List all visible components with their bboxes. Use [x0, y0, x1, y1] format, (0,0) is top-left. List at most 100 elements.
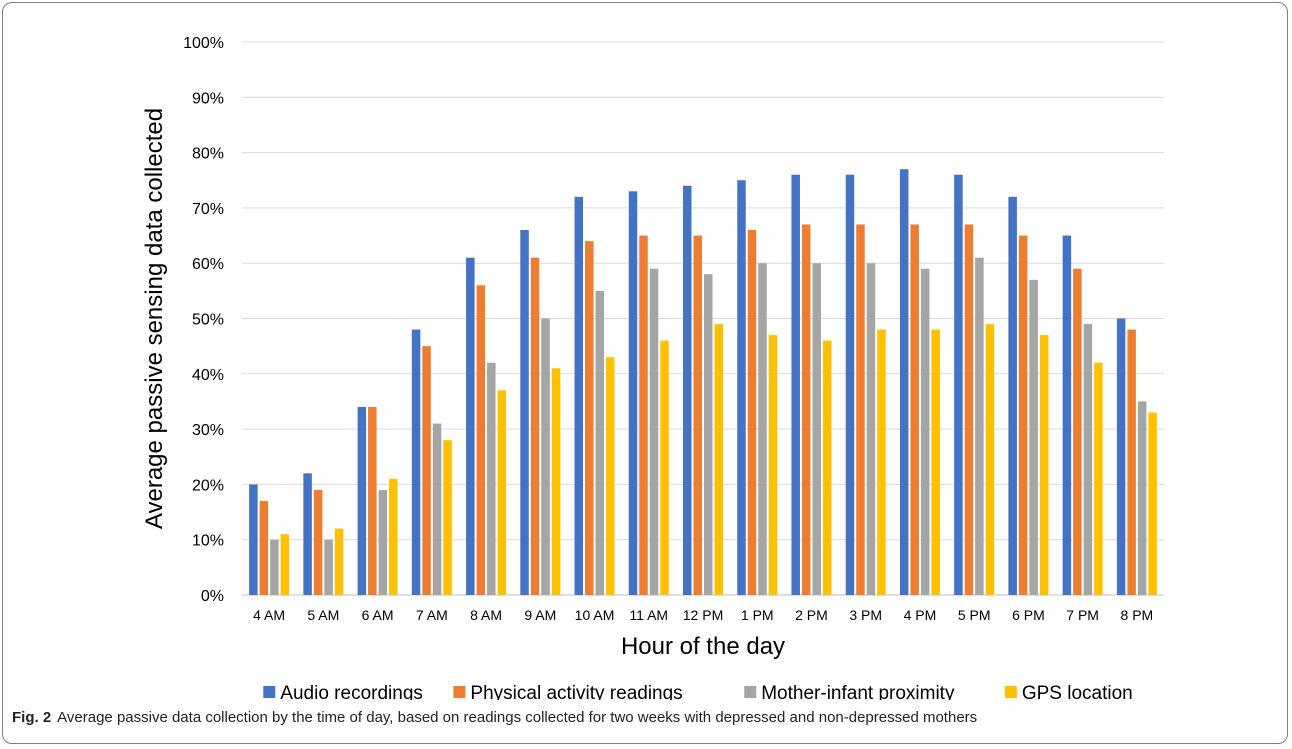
y-tick-label: 60% [192, 256, 224, 273]
bar [574, 196, 584, 595]
bar [975, 257, 984, 595]
legend-label: Physical activity readings [470, 683, 682, 700]
bar [324, 539, 333, 595]
y-tick-label: 70% [192, 201, 224, 218]
bar [791, 174, 800, 595]
bar [856, 224, 865, 596]
bar [422, 346, 431, 595]
bar [520, 230, 529, 595]
bar [270, 539, 279, 595]
y-tick-label: 10% [192, 533, 224, 550]
bar [313, 489, 323, 595]
x-tick-label: 1 PM [741, 607, 774, 623]
bar [931, 329, 940, 595]
legend-label: Mother-infant proximity [761, 683, 955, 700]
y-axis-title: Average passive sensing data collected [141, 108, 168, 529]
y-tick-label: 50% [192, 312, 224, 329]
bar [628, 191, 638, 595]
bar [411, 329, 421, 595]
bar [714, 324, 723, 595]
bar [920, 268, 930, 595]
bar-chart: 0% 10% 20% 30% 40% 50% 60% 70% 80% 90% 100% 4 AM 5 A… [141, 35, 1164, 700]
bar [812, 263, 821, 595]
bar [541, 318, 550, 595]
bar [443, 440, 452, 595]
bar [259, 500, 269, 595]
figure-caption-text: Average passive data collection by the t… [57, 709, 978, 726]
x-tick-label: 6 AM [362, 607, 394, 623]
bar [768, 335, 778, 595]
x-tick-label: 4 AM [253, 607, 285, 623]
bar [1062, 235, 1072, 596]
x-tick-label: 8 PM [1121, 607, 1154, 623]
bar [1029, 279, 1038, 595]
y-tick-label: 0% [201, 588, 224, 605]
figure-caption-label: Fig. 2 [12, 709, 52, 726]
bar [1116, 318, 1126, 595]
legend-label: GPS location [1022, 683, 1133, 700]
bar [530, 257, 540, 595]
x-tick-label: 7 AM [416, 607, 448, 623]
x-tick-label: 7 PM [1066, 607, 1099, 623]
bar [985, 324, 995, 595]
y-tick-label: 30% [192, 422, 224, 439]
bar [1008, 196, 1017, 595]
bar [585, 241, 594, 595]
bar [1039, 335, 1049, 595]
x-axis-title: Hour of the day [621, 633, 785, 660]
y-tick-label: 20% [192, 477, 224, 494]
legend-swatch [453, 686, 466, 698]
bar [476, 285, 486, 595]
bar [497, 390, 507, 595]
bar [432, 423, 442, 595]
figure-caption: Fig. 2 Average passive data collection by… [12, 709, 977, 726]
x-tick-label: 2 PM [795, 607, 828, 623]
bar [877, 329, 886, 595]
bar [1127, 329, 1136, 595]
legend-swatch [744, 686, 757, 698]
bar [1073, 268, 1082, 595]
x-tick-label: 5 PM [958, 607, 991, 623]
legend-swatch [263, 686, 276, 698]
bar [334, 528, 344, 595]
bar [747, 230, 757, 595]
bar [487, 362, 496, 595]
bar [1083, 324, 1093, 595]
bar [1094, 362, 1103, 595]
bar [758, 263, 767, 595]
legend-swatch [1004, 686, 1017, 698]
bar [378, 489, 388, 595]
x-tick-label: 5 AM [307, 607, 339, 623]
bar [693, 235, 702, 596]
bar [1018, 235, 1028, 596]
bar [964, 224, 974, 596]
bar [801, 224, 811, 596]
y-tick-label: 90% [192, 90, 224, 107]
bar [1148, 412, 1157, 595]
bar [639, 235, 648, 596]
bar [660, 340, 669, 595]
bar [954, 174, 963, 595]
y-tick-label: 40% [192, 367, 224, 384]
bar [822, 340, 832, 595]
bar [704, 274, 713, 595]
bar [551, 368, 561, 595]
bar [280, 534, 290, 595]
y-tick-label: 100% [183, 35, 224, 52]
bar [683, 185, 692, 595]
y-tick-label: 80% [192, 146, 224, 163]
bar [866, 263, 876, 595]
bar [649, 268, 659, 595]
bar [357, 406, 367, 595]
bar [249, 484, 258, 595]
bar [466, 257, 475, 595]
bar [606, 357, 615, 595]
bar [899, 169, 909, 595]
bar [389, 478, 398, 595]
bar [368, 406, 377, 595]
bar [595, 290, 605, 595]
legend-label: Audio recordings [280, 683, 423, 700]
x-tick-label: 11 AM [629, 607, 668, 623]
bar [910, 224, 919, 596]
